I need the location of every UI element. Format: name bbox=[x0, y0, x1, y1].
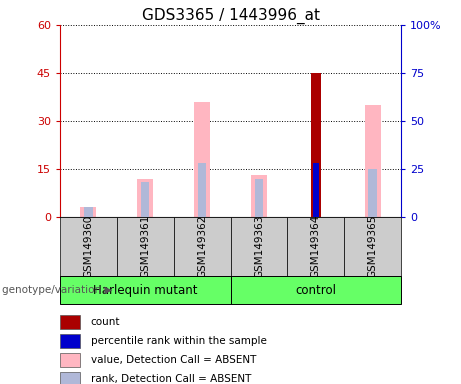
Bar bbox=[230, 217, 287, 276]
Bar bbox=[117, 217, 174, 276]
Title: GDS3365 / 1443996_at: GDS3365 / 1443996_at bbox=[142, 7, 319, 23]
Text: GSM149365: GSM149365 bbox=[367, 215, 378, 278]
Text: value, Detection Call = ABSENT: value, Detection Call = ABSENT bbox=[91, 355, 256, 365]
Bar bbox=[287, 217, 344, 276]
Bar bbox=[141, 182, 149, 217]
Bar bbox=[60, 334, 80, 348]
Bar bbox=[198, 162, 207, 217]
Bar bbox=[254, 179, 263, 217]
Bar bbox=[344, 217, 401, 276]
Text: GSM149362: GSM149362 bbox=[197, 215, 207, 278]
Bar bbox=[84, 207, 93, 217]
Bar bbox=[137, 179, 153, 217]
Bar bbox=[194, 102, 210, 217]
Text: count: count bbox=[91, 317, 120, 327]
Text: GSM149363: GSM149363 bbox=[254, 215, 264, 278]
Text: GSM149364: GSM149364 bbox=[311, 215, 321, 278]
Bar bbox=[251, 175, 267, 217]
Bar bbox=[368, 169, 377, 217]
Bar bbox=[312, 166, 320, 217]
Bar bbox=[60, 276, 230, 304]
Text: genotype/variation ▶: genotype/variation ▶ bbox=[2, 285, 112, 295]
Bar bbox=[60, 372, 80, 384]
Bar bbox=[60, 217, 117, 276]
Text: GSM149361: GSM149361 bbox=[140, 215, 150, 278]
Bar bbox=[174, 217, 230, 276]
Text: percentile rank within the sample: percentile rank within the sample bbox=[91, 336, 266, 346]
Text: GSM149360: GSM149360 bbox=[83, 215, 94, 278]
Bar bbox=[230, 276, 401, 304]
Bar bbox=[80, 207, 96, 217]
Bar bbox=[60, 353, 80, 367]
Bar bbox=[313, 162, 319, 217]
Text: rank, Detection Call = ABSENT: rank, Detection Call = ABSENT bbox=[91, 374, 251, 384]
Bar bbox=[311, 73, 321, 217]
Text: control: control bbox=[296, 284, 336, 297]
Bar bbox=[60, 315, 80, 329]
Text: Harlequin mutant: Harlequin mutant bbox=[93, 284, 197, 297]
Bar bbox=[365, 105, 381, 217]
